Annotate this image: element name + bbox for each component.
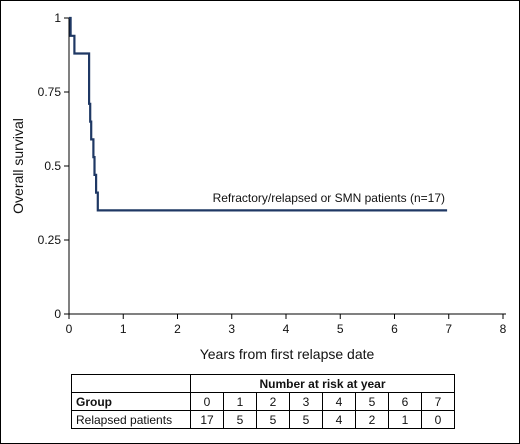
year-header-cell: 3 [289, 392, 323, 411]
series-label: Refractory/relapsed or SMN patients (n=1… [213, 191, 445, 205]
y-axis-label: Overall survival [10, 118, 26, 214]
survival-chart: 0 1 2 3 4 5 6 7 8 0 0.25 0.5 0.75 1 Refractory/relap… [10, 11, 507, 362]
x-tick-label: 8 [500, 322, 507, 336]
year-header-cell: 6 [388, 392, 422, 411]
group-header: Group [71, 392, 191, 411]
survival-curve [69, 16, 448, 212]
x-tick-label: 2 [174, 322, 181, 336]
year-header-cell: 1 [223, 392, 257, 411]
at-risk-count-cell: 5 [256, 410, 290, 429]
risk-table-title: Number at risk at year [190, 374, 455, 393]
year-header-cell: 4 [322, 392, 356, 411]
row-label: Relapsed patients [71, 410, 191, 429]
at-risk-count-cell: 4 [322, 410, 356, 429]
y-ticks: 0 0.25 0.5 0.75 1 [38, 11, 69, 321]
series-layer [69, 16, 448, 212]
at-risk-count-cell: 2 [355, 410, 389, 429]
year-header-cell: 0 [190, 392, 224, 411]
x-tick-label: 6 [391, 322, 398, 336]
at-risk-count-cell: 5 [289, 410, 323, 429]
x-tick-label: 0 [66, 322, 73, 336]
year-header-cell: 5 [355, 392, 389, 411]
at-risk-count-cell: 0 [421, 410, 455, 429]
y-tick-label: 0 [54, 307, 61, 321]
at-risk-count-cell: 17 [190, 410, 224, 429]
x-tick-label: 5 [337, 322, 344, 336]
x-axis-label: Years from first relapse date [200, 346, 375, 362]
year-header-cell: 2 [256, 392, 290, 411]
at-risk-count-cell: 5 [223, 410, 257, 429]
axes [68, 18, 506, 315]
x-tick-label: 1 [120, 322, 127, 336]
y-tick-label: 1 [54, 11, 61, 25]
risk-table-data-row: Relapsed patients 17 5 5 5 4 2 1 0 [71, 410, 455, 429]
risk-table-title-row: Number at risk at year [71, 374, 455, 393]
x-ticks: 0 1 2 3 4 5 6 7 8 [66, 314, 507, 336]
x-tick-label: 7 [445, 322, 452, 336]
y-tick-label: 0.75 [38, 85, 62, 99]
x-tick-label: 3 [228, 322, 235, 336]
year-header-cell: 7 [421, 392, 455, 411]
at-risk-count-cell: 1 [388, 410, 422, 429]
y-tick-label: 0.5 [44, 159, 61, 173]
risk-table-corner [71, 374, 191, 393]
x-tick-label: 4 [283, 322, 290, 336]
y-tick-label: 0.25 [38, 233, 62, 247]
